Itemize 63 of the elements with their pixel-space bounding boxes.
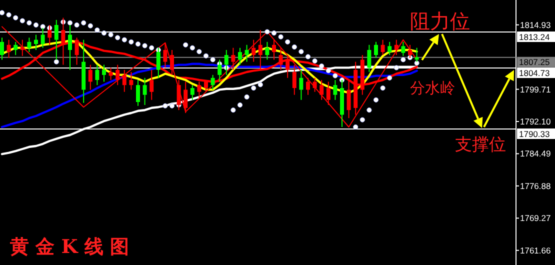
ref-line-label: 1804.73: [519, 68, 550, 78]
candlestick: [108, 67, 113, 81]
candlestick: [14, 41, 18, 56]
candlestick: [6, 39, 11, 58]
candlestick: [163, 42, 168, 68]
y-tick-label: 1814.93: [520, 20, 551, 30]
candlestick: [88, 64, 92, 90]
candlestick: [142, 77, 147, 106]
candlestick: [278, 47, 283, 70]
candlestick: [401, 41, 406, 56]
candlestick: [380, 39, 385, 56]
y-tick-label: 1784.49: [520, 148, 551, 159]
candlestick: [367, 44, 372, 72]
candlestick: [27, 37, 32, 53]
candlestick: [184, 81, 188, 114]
text: 支撑位: [455, 135, 506, 155]
candlestick: [122, 69, 126, 92]
candlestick: [306, 77, 310, 96]
candlestick: [346, 80, 351, 119]
annotation: 阻力位: [410, 9, 470, 33]
candlestick: [231, 47, 236, 70]
candlestick: [333, 80, 338, 100]
candlestick: [252, 39, 256, 62]
candlestick: [299, 69, 304, 100]
candlestick: [394, 39, 398, 56]
y-tick-label: 1769.27: [520, 213, 551, 224]
ref-line-label: 1790.33: [519, 128, 550, 139]
text: 黄 金 K 线 图: [9, 236, 129, 258]
candlestick: [408, 44, 412, 58]
candlestick: [102, 64, 106, 82]
candlestick: [0, 37, 4, 60]
candlestick: [265, 41, 270, 60]
candlestick: [238, 47, 242, 66]
candlestick: [197, 81, 202, 98]
y-tick-label: 1776.88: [520, 180, 551, 191]
candlestick: [20, 39, 24, 56]
candlestick: [95, 64, 100, 86]
candlestick: [258, 30, 262, 70]
ref-line-label: 1813.24: [519, 32, 550, 42]
candlestick: [170, 49, 174, 76]
annotation: 分水岭: [410, 79, 455, 97]
candlestick: [150, 69, 154, 100]
candlestick: [210, 74, 215, 90]
candlestick: [129, 71, 134, 90]
candlestick: [190, 84, 194, 100]
y-tick-label: 1792.10: [520, 116, 551, 126]
y-tick-label: 1761.66: [520, 245, 551, 256]
y-tick-label: 1799.71: [520, 84, 551, 94]
candlestick: [204, 80, 208, 92]
candlestick: [136, 80, 140, 106]
candlestick: [116, 64, 120, 86]
candlestick: [272, 39, 276, 60]
candlestick: [326, 81, 330, 106]
candlestick: [312, 77, 317, 92]
candlestick: [374, 41, 378, 58]
candlestick: [34, 34, 38, 50]
candlestick: [244, 44, 249, 62]
candlestick: [320, 80, 324, 100]
candlestick: [292, 64, 296, 96]
candlestick: [286, 54, 290, 78]
candlestick: [388, 41, 392, 56]
candlestick: [74, 37, 79, 66]
ref-line-label: 1807.25: [519, 57, 550, 68]
